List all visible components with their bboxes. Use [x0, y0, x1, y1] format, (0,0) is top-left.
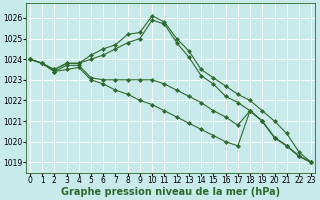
X-axis label: Graphe pression niveau de la mer (hPa): Graphe pression niveau de la mer (hPa)	[61, 187, 280, 197]
